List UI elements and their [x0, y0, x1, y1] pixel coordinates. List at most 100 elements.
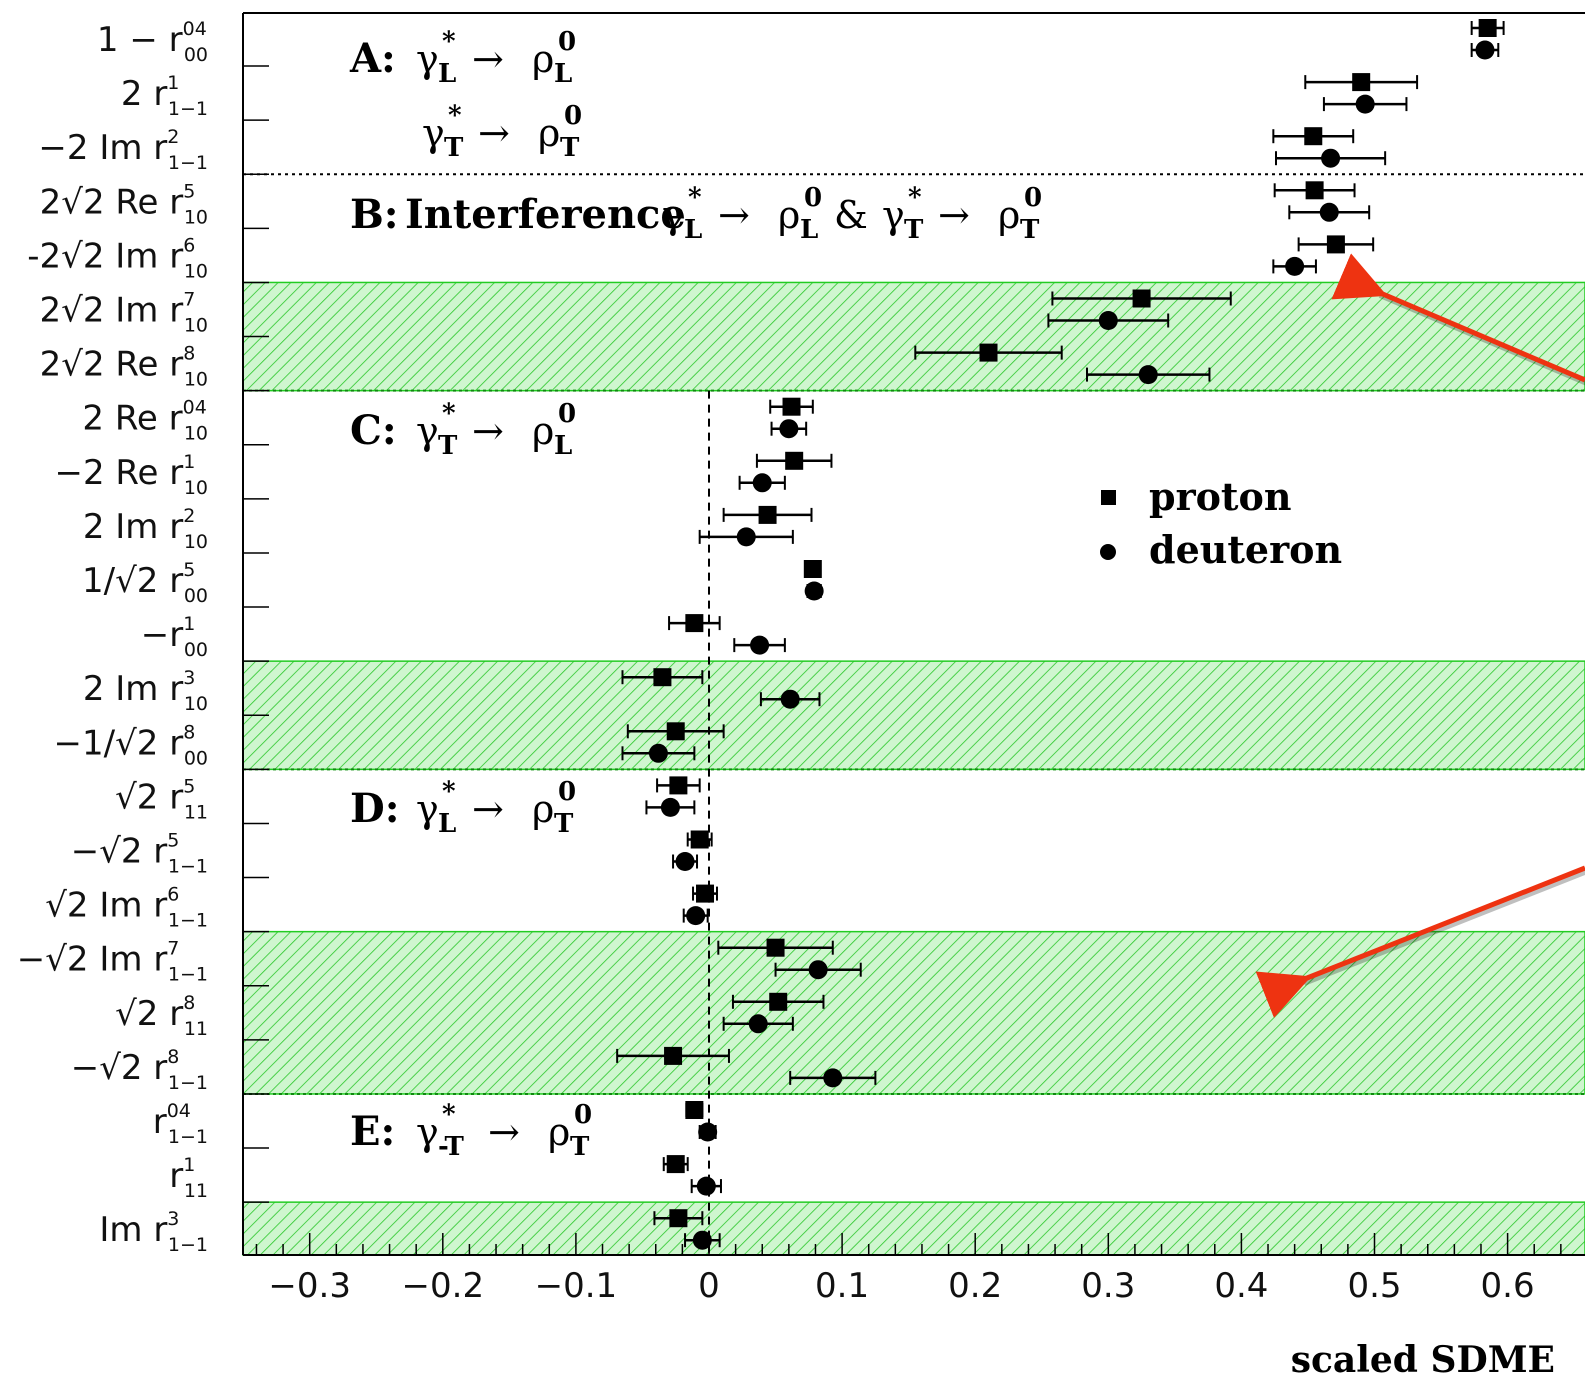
row-points — [682, 884, 718, 926]
section-letter: A: — [349, 35, 396, 82]
row-label-main: -2√2 Im r — [27, 236, 183, 276]
row-label: 1/√2 r5 00 — [82, 559, 208, 607]
process-line1: γ *T → ρ 0L — [416, 399, 576, 461]
row-label-subscript: 1−1 — [168, 98, 208, 120]
section-e: E: γ *-T → ρ 0T — [350, 1100, 592, 1162]
row-points — [653, 1209, 721, 1250]
row-label-main: 2√2 Re r — [40, 182, 184, 222]
arrow-shadow — [1302, 868, 1585, 986]
row-label-main: √2 Im r — [45, 886, 167, 926]
row-label-subscript: 10 — [184, 693, 208, 715]
x-tick-label: 0.4 — [1214, 1266, 1268, 1306]
photon-2-subscript: T — [904, 215, 924, 245]
row-label-main: 2 Im r — [83, 507, 183, 547]
deuteron-marker — [1319, 202, 1339, 222]
arrow: → — [718, 193, 750, 237]
proton-marker — [769, 992, 788, 1011]
meson-subscript: L — [800, 215, 818, 245]
hatched-band — [242, 660, 1585, 771]
row-label: −2 Im r2 1−1 — [38, 126, 208, 174]
row-label-superscript: 8 — [183, 992, 195, 1014]
row-label: 1 − r04 00 — [97, 18, 208, 66]
row-label: −√2 r8 1−1 — [71, 1046, 208, 1094]
row-label: 2√2 Re r8 10 — [40, 343, 208, 391]
row-label-main: 1 − r — [97, 20, 183, 60]
process-line1: γ *-T → ρ 0T — [416, 1100, 592, 1162]
row-label-subscript: 1−1 — [168, 856, 208, 878]
photon-superscript: * — [442, 27, 456, 57]
proton-marker — [1304, 127, 1323, 146]
meson-subscript: T — [554, 809, 574, 839]
photon-superscript: * — [442, 399, 456, 429]
section-c: C: γ *T → ρ 0L — [350, 399, 576, 461]
hatched-band — [242, 1201, 1585, 1256]
row-label-main: −1/√2 r — [54, 723, 184, 763]
meson-2-symbol: ρ — [998, 193, 1020, 237]
deuteron-marker — [808, 960, 828, 980]
row-label-superscript: 1 — [183, 451, 195, 473]
row-label-main: √2 r — [115, 994, 183, 1034]
deuteron-marker — [736, 527, 756, 547]
x-axis: −0.3 −0.2 −0.1 0 0.1 0.2 0.3 0.4 0.5 0.6 scaled SD… — [255, 1233, 1562, 1381]
photon-symbol: γ — [416, 787, 439, 831]
row-label: 2 Re r04 10 — [82, 397, 208, 445]
row-label-superscript: 5 — [167, 830, 179, 852]
row-label-main: 2 Im r — [83, 669, 183, 709]
row-points — [621, 722, 725, 763]
deuteron-marker — [748, 1014, 768, 1034]
meson-symbol: ρ — [532, 787, 554, 831]
x-tick-label: −0.1 — [535, 1266, 618, 1306]
process-line1: γ *L → ρ 0L — [416, 27, 576, 89]
deuteron-marker — [692, 1230, 712, 1250]
meson-subscript: L — [554, 59, 572, 89]
row-label-subscript: 11 — [184, 1180, 208, 1202]
legend-proton-marker — [1101, 490, 1116, 505]
row-points — [1047, 289, 1232, 330]
arrow: → — [472, 37, 504, 81]
photon-symbol: γ — [416, 37, 439, 81]
proton-marker — [685, 1101, 704, 1119]
deuteron-marker — [1475, 40, 1495, 60]
meson-symbol: ρ — [778, 193, 800, 237]
deuteron-marker — [660, 797, 680, 817]
row-label-main: 2√2 Re r — [40, 345, 184, 385]
photon-subscript: L — [438, 809, 456, 839]
row-label-subscript: 00 — [184, 585, 208, 607]
meson-superscript: 0 — [574, 1100, 592, 1130]
proton-marker — [1478, 19, 1497, 37]
row-label-superscript: 6 — [167, 884, 179, 906]
x-tick-label: −0.2 — [402, 1266, 485, 1306]
proton-marker — [666, 1155, 685, 1174]
row-points — [698, 505, 813, 547]
row-label: 2√2 Re r5 10 — [40, 180, 208, 228]
deuteron-marker — [675, 852, 695, 871]
row-label-subscript: 10 — [184, 477, 208, 499]
annotation-arrow — [1255, 865, 1585, 1018]
proton-marker — [758, 505, 777, 524]
annotation-arrow — [1331, 253, 1585, 383]
row-label-subscript: 11 — [184, 801, 208, 823]
row-label-subscript: 10 — [184, 315, 208, 337]
x-axis-title: scaled SDME — [1291, 1339, 1555, 1381]
meson-subscript: T — [570, 1132, 590, 1162]
photon-symbol: γ — [422, 111, 445, 155]
arrow: → — [478, 111, 510, 155]
meson-symbol: ρ — [538, 111, 560, 155]
row-label-superscript: 04 — [167, 1100, 191, 1122]
photon-2-superscript: * — [908, 183, 922, 213]
row-label-superscript: 5 — [183, 559, 195, 581]
row-label: 2 Im r3 10 — [83, 667, 208, 715]
row-label-main: 2√2 Im r — [40, 291, 184, 331]
proton-marker — [1132, 289, 1151, 308]
proton-marker — [785, 451, 804, 470]
row-label-subscript: 1−1 — [168, 910, 208, 932]
process-line1: γ *L → ρ 0T — [416, 777, 576, 839]
row-label-superscript: 1 — [183, 613, 195, 635]
data-points — [616, 19, 1505, 1250]
photon-superscript: * — [442, 1100, 456, 1130]
x-tick-label: −0.3 — [268, 1266, 351, 1306]
row-label-superscript: 8 — [183, 343, 195, 365]
photon-superscript: * — [448, 101, 462, 131]
deuteron-marker — [1285, 256, 1305, 276]
